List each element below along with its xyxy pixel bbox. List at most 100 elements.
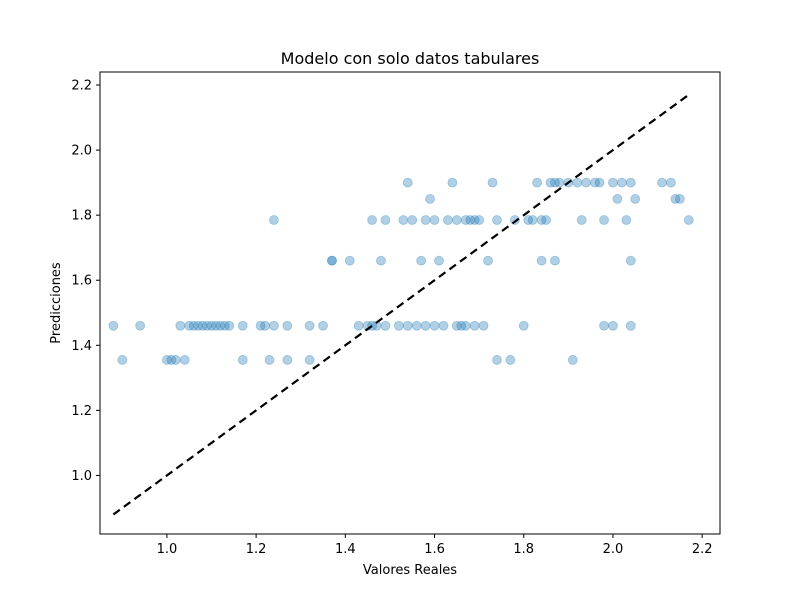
data-point bbox=[407, 215, 418, 225]
data-point bbox=[304, 320, 315, 331]
y-axis-title: Predicciones bbox=[49, 262, 64, 344]
data-point bbox=[451, 320, 462, 331]
data-point bbox=[420, 320, 431, 331]
data-point bbox=[184, 320, 195, 331]
data-point bbox=[380, 320, 391, 331]
data-point bbox=[460, 215, 471, 225]
x-tick-label: 1.8 bbox=[513, 542, 534, 557]
data-point bbox=[117, 355, 128, 365]
data-point bbox=[545, 177, 556, 188]
data-point bbox=[282, 320, 293, 331]
data-point bbox=[492, 215, 502, 225]
data-point bbox=[478, 320, 489, 331]
data-point bbox=[572, 177, 583, 188]
data-point bbox=[625, 255, 636, 266]
y-tick-label: 2.2 bbox=[71, 79, 92, 94]
data-point bbox=[224, 320, 235, 331]
data-point bbox=[193, 320, 204, 331]
data-point bbox=[402, 320, 413, 331]
y-axis-ticks: 1.0 1.2 1.4 1.6 1.8 2.0 2.2 bbox=[71, 79, 100, 484]
data-point bbox=[590, 177, 601, 188]
data-point bbox=[420, 215, 431, 225]
data-point bbox=[188, 320, 199, 331]
data-point bbox=[211, 320, 221, 331]
data-point bbox=[402, 177, 413, 188]
data-point bbox=[532, 177, 543, 188]
data-point bbox=[179, 355, 190, 365]
x-tick-label: 1.4 bbox=[335, 542, 356, 557]
data-point bbox=[327, 255, 337, 266]
data-point bbox=[447, 177, 458, 188]
data-point bbox=[616, 177, 627, 188]
data-point bbox=[474, 215, 485, 225]
y-tick-label: 1.8 bbox=[71, 209, 92, 224]
data-point bbox=[367, 215, 377, 225]
data-point bbox=[215, 320, 226, 331]
data-point bbox=[237, 355, 248, 365]
y-tick-label: 1.6 bbox=[71, 274, 92, 289]
data-point bbox=[505, 355, 516, 365]
data-point bbox=[260, 320, 270, 331]
data-point bbox=[683, 215, 694, 225]
data-point bbox=[135, 320, 146, 331]
data-point bbox=[599, 215, 609, 225]
data-point bbox=[438, 320, 449, 331]
data-point bbox=[376, 255, 386, 266]
data-point bbox=[674, 193, 685, 204]
x-axis-ticks: 1.0 1.2 1.4 1.6 1.8 2.0 2.2 bbox=[157, 534, 713, 557]
data-point bbox=[318, 320, 328, 331]
data-point bbox=[465, 215, 476, 225]
data-point bbox=[206, 320, 217, 331]
data-point bbox=[625, 177, 636, 188]
data-point bbox=[282, 355, 293, 365]
data-point bbox=[425, 193, 435, 204]
data-point bbox=[416, 255, 427, 266]
data-point bbox=[219, 320, 230, 331]
identity-reference-line bbox=[112, 93, 690, 516]
data-point bbox=[166, 355, 177, 365]
data-point bbox=[657, 177, 667, 188]
data-point bbox=[108, 320, 119, 331]
data-point bbox=[541, 215, 551, 225]
data-point bbox=[608, 177, 618, 188]
data-point bbox=[670, 193, 681, 204]
data-point bbox=[175, 320, 186, 331]
data-point bbox=[380, 215, 391, 225]
data-point bbox=[527, 215, 538, 225]
x-tick-label: 1.6 bbox=[424, 542, 445, 557]
data-point bbox=[523, 215, 534, 225]
x-tick-label: 1.2 bbox=[246, 542, 267, 557]
data-point bbox=[612, 193, 623, 204]
data-point bbox=[492, 355, 502, 365]
y-tick-label: 1.0 bbox=[71, 469, 92, 484]
data-point bbox=[594, 177, 605, 188]
data-point bbox=[621, 215, 632, 225]
data-point bbox=[170, 355, 181, 365]
data-point bbox=[536, 215, 547, 225]
data-point bbox=[398, 215, 409, 225]
data-point bbox=[576, 215, 587, 225]
data-point bbox=[434, 255, 444, 266]
data-point bbox=[411, 320, 422, 331]
data-point bbox=[608, 320, 618, 331]
x-tick-label: 2.0 bbox=[603, 542, 624, 557]
data-point bbox=[353, 320, 364, 331]
data-point bbox=[599, 320, 609, 331]
data-point bbox=[460, 320, 471, 331]
data-point bbox=[237, 320, 248, 331]
y-tick-label: 1.2 bbox=[71, 404, 92, 419]
data-point bbox=[429, 320, 440, 331]
data-point bbox=[197, 320, 208, 331]
data-point bbox=[550, 255, 560, 266]
data-point bbox=[518, 320, 529, 331]
data-point bbox=[429, 215, 440, 225]
data-point bbox=[550, 177, 560, 188]
data-point bbox=[469, 215, 480, 225]
data-point bbox=[269, 320, 279, 331]
data-point bbox=[630, 193, 641, 204]
data-point bbox=[162, 355, 172, 365]
data-point bbox=[269, 215, 279, 225]
y-tick-label: 2.0 bbox=[71, 144, 92, 159]
data-point bbox=[264, 355, 275, 365]
reference-line-layer bbox=[112, 93, 690, 516]
